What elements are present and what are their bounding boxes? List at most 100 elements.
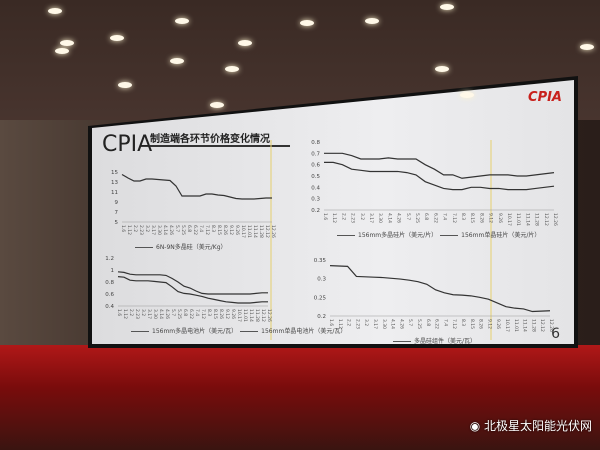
x-tick-label: 10.17 xyxy=(506,213,512,226)
x-tick-label: 5.7 xyxy=(170,309,176,316)
x-tick-label: 8.26 xyxy=(222,225,228,235)
x-tick-label: 3.2 xyxy=(144,225,150,232)
ceiling-light xyxy=(435,66,449,72)
x-tick-label: 12.26 xyxy=(552,213,558,226)
x-tick-label: 9.26 xyxy=(234,225,240,235)
chart-legend: 多晶硅组件（美元/瓦） xyxy=(390,336,476,344)
chart-legend: 156mm多晶硅片（美元/片） 156mm单晶硅片（美元/片） xyxy=(334,230,540,239)
legend-label: 6N-9N多晶硅（美元/Kg） xyxy=(156,244,227,251)
x-tick-label: 6.8 xyxy=(425,319,431,326)
x-tick-label: 7.12 xyxy=(451,319,457,329)
y-tick-label: 0.6 xyxy=(311,163,320,169)
highlight-line xyxy=(270,140,272,340)
x-tick-label: 8.26 xyxy=(478,213,484,223)
projection-screen: CPIA CPIA 制造端各环节价格变化情况 15 13 11 9 7 5 1.6 1.12 2… xyxy=(88,76,578,348)
x-tick-label: 5.25 xyxy=(180,225,186,235)
y-tick-label: 11 xyxy=(111,190,118,196)
legend-swatch xyxy=(131,331,149,332)
x-tick-label: 12.26 xyxy=(266,309,272,322)
x-tick-label: 6.22 xyxy=(188,309,194,319)
x-tick-label: 1.12 xyxy=(126,225,132,235)
x-tick-label: 9.12 xyxy=(228,225,234,235)
legend-swatch xyxy=(393,341,411,342)
red-stage xyxy=(0,345,600,450)
legend-swatch xyxy=(440,235,459,236)
x-tick-label: 7.4 xyxy=(194,309,200,316)
y-tick-label: 0.6 xyxy=(105,292,114,298)
x-tick-label: 1.12 xyxy=(122,309,128,319)
x-tick-label: 8.3 xyxy=(460,213,466,220)
x-tick-label: 7.12 xyxy=(200,309,206,319)
x-tick-label: 4.26 xyxy=(398,319,404,329)
x-tick-label: 5.25 xyxy=(176,309,182,319)
x-tick-label: 8.15 xyxy=(469,319,475,329)
y-tick-label: 0.4 xyxy=(311,185,320,191)
x-tick-label: 8.3 xyxy=(460,319,466,326)
x-tick-label: 2.23 xyxy=(138,225,144,235)
ceiling-light xyxy=(580,44,594,50)
ceiling-light xyxy=(110,35,124,41)
x-tick-label: 4.26 xyxy=(168,225,174,235)
x-tick-label: 8.26 xyxy=(218,309,224,319)
x-tick-label: 3.30 xyxy=(381,319,387,329)
y-tick-label: 9 xyxy=(115,200,119,206)
y-tick-label: 0.3 xyxy=(311,197,320,203)
slide-title: 制造端各环节价格变化情况 xyxy=(150,130,290,147)
x-tick-label: 7.4 xyxy=(442,213,448,220)
x-tick-label: 12.12 xyxy=(539,319,545,332)
y-tick-label: 0.7 xyxy=(311,151,320,157)
x-tick-label: 8.3 xyxy=(206,309,212,316)
x-tick-label: 9.12 xyxy=(486,319,492,329)
x-tick-label: 6.22 xyxy=(432,213,438,223)
x-tick-label: 12.12 xyxy=(260,309,266,322)
y-tick-label: 1.2 xyxy=(105,256,114,262)
x-tick-label: 3.2 xyxy=(140,309,146,316)
chart-legend: 6N-9N多晶硅（美元/Kg） xyxy=(132,242,227,251)
y-tick-label: 5 xyxy=(115,220,119,226)
x-tick-label: 2.2 xyxy=(128,309,134,316)
x-tick-label: 11.14 xyxy=(252,225,258,238)
x-tick-label: 4.26 xyxy=(164,309,170,319)
x-tick-label: 9.12 xyxy=(224,309,230,319)
x-tick-label: 3.17 xyxy=(146,309,152,319)
brand-text: CPIA xyxy=(102,132,153,157)
y-tick-label: 0.2 xyxy=(317,314,326,320)
series-line xyxy=(329,265,551,313)
x-tick-label: 12.12 xyxy=(264,225,270,238)
x-tick-label: 9.26 xyxy=(497,213,503,223)
x-tick-label: 3.17 xyxy=(150,225,156,235)
x-tick-label: 4.14 xyxy=(386,213,392,223)
x-tick-label: 3.2 xyxy=(363,319,369,326)
ceiling-light xyxy=(300,20,314,26)
x-tick-label: 1.6 xyxy=(322,213,328,220)
x-tick-label: 9.12 xyxy=(488,213,494,223)
x-tick-label: 1.12 xyxy=(331,213,337,223)
x-tick-label: 11.01 xyxy=(246,225,252,238)
x-tick-label: 4.14 xyxy=(162,225,168,235)
slide: CPIA CPIA 制造端各环节价格变化情况 15 13 11 9 7 5 1.6 1.12 2… xyxy=(92,80,574,344)
x-tick-label: 1.6 xyxy=(328,319,334,326)
x-tick-label: 8.26 xyxy=(478,319,484,329)
x-tick-label: 3.17 xyxy=(372,319,378,329)
x-tick-label: 9.26 xyxy=(495,319,501,329)
y-tick-label: 15 xyxy=(111,170,118,176)
x-tick-label: 10.17 xyxy=(504,319,510,332)
highlight-line xyxy=(490,140,492,340)
x-tick-label: 3.30 xyxy=(377,213,383,223)
x-tick-label: 2.23 xyxy=(134,309,140,319)
page-number: 6 xyxy=(551,326,560,342)
x-tick-label: 2.23 xyxy=(350,213,356,223)
line-chart: 15 13 11 9 7 51.6 1.12 2.2 2.23 3.2 3.17 3.30 4.14 4.… xyxy=(111,170,276,238)
x-tick-label: 6.22 xyxy=(434,319,440,329)
x-tick-label: 1.6 xyxy=(120,225,126,232)
x-tick-label: 7.12 xyxy=(204,225,210,235)
series-line xyxy=(324,152,555,179)
legend-label: 156mm单晶硅片（美元/片） xyxy=(461,232,541,239)
series-line xyxy=(117,271,268,295)
x-tick-label: 8.15 xyxy=(469,213,475,223)
x-tick-label: 5.7 xyxy=(174,225,180,232)
y-tick-label: 0.2 xyxy=(311,208,320,214)
x-tick-label: 2.2 xyxy=(340,213,346,220)
ceiling-light xyxy=(440,4,454,10)
line-chart: 0.80.70.60.50.40.30.21.6 1.12 2.2 2.23 3.2 3.… xyxy=(311,140,558,226)
